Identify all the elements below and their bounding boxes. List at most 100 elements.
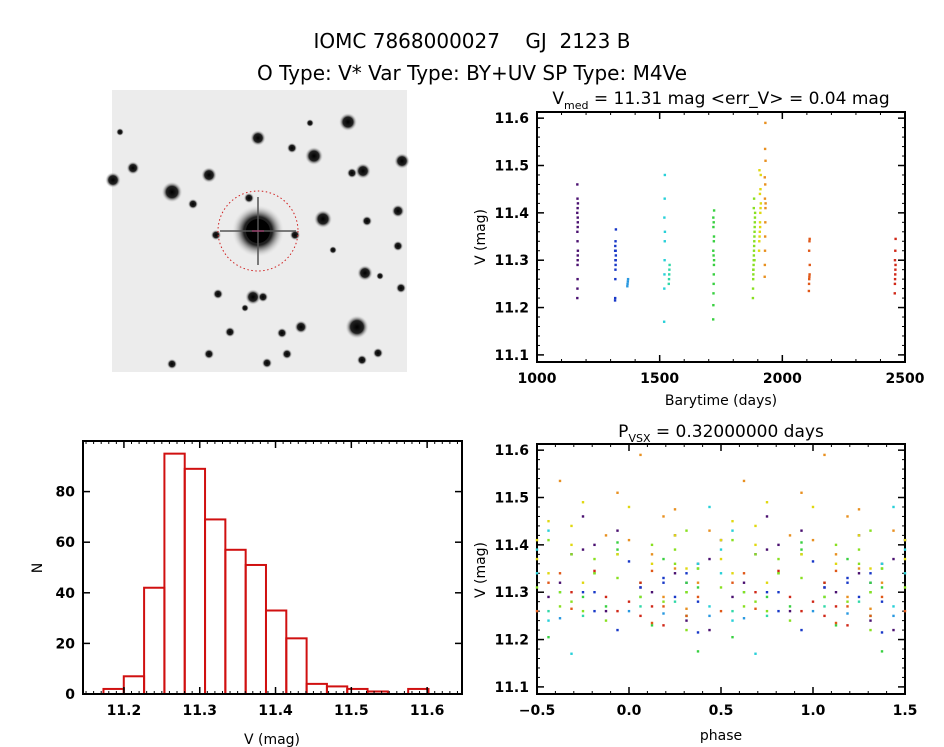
plot-frame xyxy=(82,440,463,695)
data-point xyxy=(576,240,579,243)
phase-point xyxy=(800,529,803,532)
phase-point xyxy=(800,491,803,494)
y-tick-label: 20 xyxy=(56,636,76,652)
data-point xyxy=(712,259,716,262)
star xyxy=(338,112,358,132)
phase-point xyxy=(892,505,895,509)
phase-point xyxy=(800,553,803,556)
phase-point xyxy=(857,595,861,599)
data-point xyxy=(712,263,716,267)
figure-title: IOMC 7868000027 GJ 2123 B xyxy=(314,29,631,53)
phase-point xyxy=(650,591,654,594)
phase-point xyxy=(846,557,849,561)
phase-point xyxy=(639,586,642,589)
phase-point xyxy=(696,600,700,603)
data-point xyxy=(663,230,667,233)
star xyxy=(161,181,183,203)
phase-point xyxy=(903,586,907,589)
phase-point xyxy=(800,609,803,613)
star xyxy=(281,348,293,360)
data-point xyxy=(626,285,629,288)
phase-point xyxy=(834,553,838,556)
phase-point xyxy=(765,548,769,551)
data-point xyxy=(763,235,767,238)
phase-point xyxy=(731,581,734,584)
star xyxy=(391,204,405,218)
phase-point xyxy=(903,572,907,575)
phase-point xyxy=(570,600,573,603)
data-point xyxy=(752,254,756,257)
y-tick-label: 11.5 xyxy=(494,491,529,507)
x-tick-label: 1500 xyxy=(640,371,679,387)
phase-point xyxy=(754,543,757,547)
phase-point xyxy=(696,631,700,634)
phase-point xyxy=(765,515,769,518)
x-tick-label: 0.5 xyxy=(709,703,734,719)
phase-point xyxy=(846,612,849,615)
phase-point xyxy=(857,600,861,603)
data-point xyxy=(758,221,762,224)
star xyxy=(276,327,288,339)
phase-point xyxy=(857,562,861,565)
phase-point xyxy=(593,572,596,575)
star xyxy=(355,163,371,179)
y-tick-label: 11.4 xyxy=(494,206,529,222)
phase-point xyxy=(731,609,734,613)
phase-curve-title: PVSX = 0.32000000 days xyxy=(618,422,824,445)
data-point xyxy=(764,121,767,125)
histogram-bar xyxy=(244,563,267,695)
star xyxy=(392,240,404,252)
phase-point xyxy=(731,538,734,542)
phase-point xyxy=(581,548,585,551)
phase-point xyxy=(892,614,895,618)
histogram-bar xyxy=(305,682,328,696)
data-point xyxy=(614,268,617,271)
phase-point xyxy=(581,515,585,518)
phase-point xyxy=(570,524,573,528)
phase-point xyxy=(558,617,562,620)
data-point xyxy=(751,287,755,290)
x-tick-label: 11.5 xyxy=(334,703,369,719)
phase-point xyxy=(880,650,884,653)
data-point xyxy=(893,292,896,295)
phase-point xyxy=(604,619,608,622)
phase-point xyxy=(719,538,723,542)
histogram-bar xyxy=(163,452,186,695)
phase-point xyxy=(535,572,539,575)
star xyxy=(187,198,199,210)
data-point xyxy=(668,268,671,271)
star xyxy=(201,167,217,183)
data-point xyxy=(626,280,630,283)
data-point xyxy=(576,254,579,257)
data-point xyxy=(807,289,811,293)
phase-point xyxy=(662,581,665,584)
data-point xyxy=(758,240,761,243)
phase-point xyxy=(627,505,631,509)
phase-point xyxy=(639,581,642,584)
phase-point xyxy=(765,591,769,594)
phase-point xyxy=(547,609,550,613)
phase-point xyxy=(547,572,550,575)
data-point xyxy=(807,249,811,252)
data-point xyxy=(753,259,756,262)
y-tick-label: 60 xyxy=(56,535,76,551)
data-point xyxy=(711,318,715,321)
data-point xyxy=(763,249,767,252)
phase-point xyxy=(834,543,838,547)
star xyxy=(372,347,384,359)
data-point xyxy=(663,173,667,177)
histogram-bar xyxy=(122,675,146,695)
phase-point xyxy=(903,609,907,613)
phase-point xyxy=(754,553,757,556)
phase-point xyxy=(604,534,608,537)
phase-point xyxy=(834,621,838,625)
phase-point xyxy=(593,557,596,561)
phase-point xyxy=(869,567,872,570)
light-curve-title: Vmed = 11.31 mag <err_V> = 0.04 mag xyxy=(552,89,889,112)
phase-point xyxy=(903,557,907,561)
phase-point xyxy=(673,508,677,511)
phase-point xyxy=(604,609,608,613)
star xyxy=(345,315,369,339)
phase-point xyxy=(777,557,780,561)
phase-point xyxy=(777,609,780,613)
